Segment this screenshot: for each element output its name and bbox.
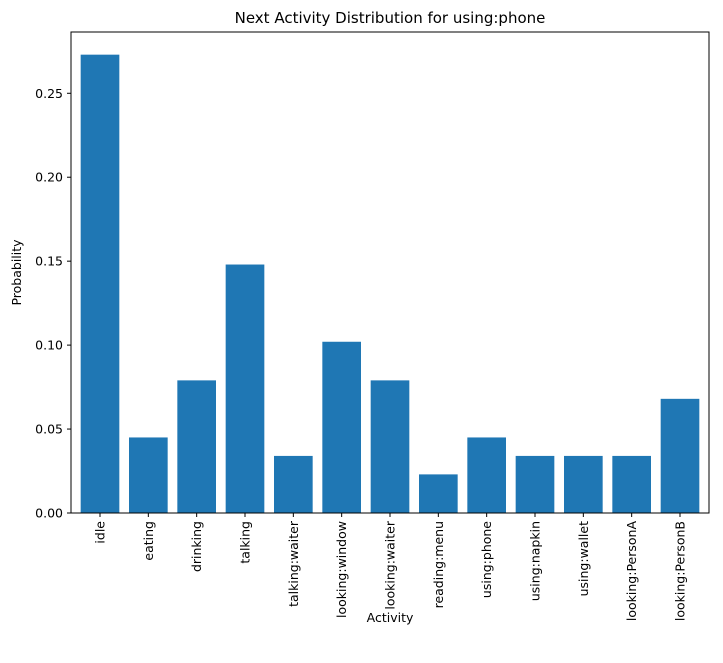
bar-looking-persona [612, 455, 651, 513]
x-tick-label: using:wallet [576, 521, 591, 596]
bar-eating [129, 437, 168, 513]
x-tick-label: idle [93, 521, 108, 544]
y-axis: 0.00 0.05 0.10 0.15 0.20 0.25 [35, 86, 71, 521]
bar-looking-personb [660, 398, 700, 513]
bar-using-wallet [564, 455, 603, 513]
x-tick-label: looking:window [334, 521, 349, 618]
bar-using-phone [467, 437, 506, 513]
bars-group [80, 54, 700, 514]
y-tick-label: 0.20 [35, 170, 63, 185]
x-tick-label: looking:waiter [383, 520, 398, 609]
bar-using-napkin [515, 455, 555, 513]
x-tick-label: eating [141, 521, 156, 561]
x-tick-label: drinking [189, 521, 204, 572]
bar-drinking [177, 380, 216, 513]
x-tick-label: looking:PersonA [624, 521, 639, 622]
x-tick-label: looking:PersonB [673, 521, 688, 621]
y-tick-label: 0.00 [35, 506, 63, 521]
bar-looking-window [322, 341, 361, 513]
y-tick-label: 0.15 [35, 254, 63, 269]
x-tick-label: talking:waiter [286, 520, 301, 607]
bar-idle [80, 54, 120, 514]
x-tick-label: using:napkin [528, 521, 543, 601]
y-axis-label: Probability [9, 239, 24, 306]
plot-frame [70, 31, 710, 514]
x-tick-label: talking [238, 521, 253, 564]
x-tick-label: reading:menu [431, 521, 446, 608]
y-tick-label: 0.05 [35, 422, 63, 437]
y-tick-label: 0.10 [35, 338, 63, 353]
bar-talking-waiter [274, 455, 313, 513]
bar-looking-waiter [370, 380, 410, 513]
y-tick-label: 0.25 [35, 86, 63, 101]
x-axis: idle eating drinking talking talking:waiter l… [93, 513, 688, 621]
bar-talking [225, 264, 265, 513]
chart-title: Next Activity Distribution for using:pho… [235, 9, 546, 27]
x-axis-label: Activity [367, 610, 414, 625]
x-tick-label: using:phone [479, 521, 494, 598]
bar-reading-menu [419, 474, 458, 513]
